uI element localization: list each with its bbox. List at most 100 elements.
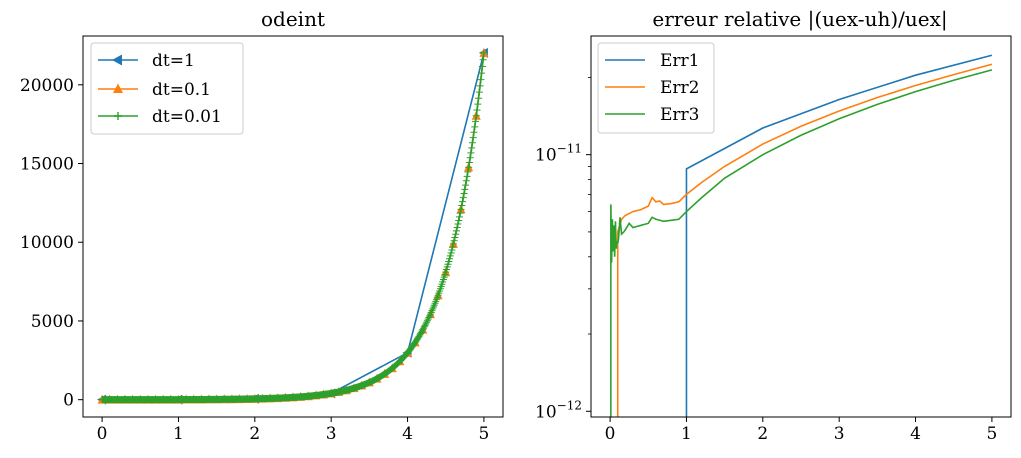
data-point [475,88,483,96]
data-point [457,205,465,213]
chart-erreur-relative: erreur relative |(uex-uh)/uex| 0 1 2 3 4 5 10−… [535,7,1012,444]
legend: dt=1 dt=0.1 dt=0.01 [90,42,244,135]
data-point [460,190,468,198]
data-point [473,106,481,114]
data-point [461,185,469,193]
data-point [477,76,485,84]
data-point [470,128,478,136]
data-point [462,181,470,189]
legend-marker [113,83,123,93]
data-point [422,320,430,328]
data-point [452,227,460,235]
x-tick-label: 4 [910,424,921,444]
x-tick-label: 2 [757,424,768,444]
data-point [449,243,457,251]
data-point [463,172,471,180]
x-tick-label: 3 [834,424,845,444]
legend-label: dt=0.01 [152,107,222,127]
data-point [423,317,431,325]
data-point [449,240,457,248]
data-point [476,82,484,90]
data-point [478,69,486,77]
axes-frame [590,35,1012,418]
legend-entry: Err1 [605,51,699,71]
data-point [471,123,479,131]
data-point [480,49,488,57]
legend-label: Err2 [660,78,699,98]
plot-area [610,54,993,417]
chart-odeint: odeint 0 1 2 3 4 5 0 5000 10000 15000 20000 dt=1 d… [20,7,504,444]
data-point [424,315,432,323]
data-point [426,312,434,320]
data-point [447,249,455,257]
axis-ticks: 0 1 2 3 4 5 10−12 10−11 [535,77,997,444]
x-tick-label: 3 [326,424,337,444]
data-point [453,223,461,231]
x-tick-label: 5 [986,424,997,444]
data-point [450,237,458,245]
data-point [465,159,473,167]
y-tick-label: 10000 [20,233,74,253]
legend-entry: Err2 [605,78,699,98]
data-point [462,177,470,185]
legend-entry: Err3 [605,105,699,125]
data-point [455,213,463,221]
data-point [446,252,454,260]
legend-label: Err3 [660,105,699,125]
data-point [421,321,429,329]
x-tick-label: 2 [249,424,260,444]
series-line [685,54,993,417]
y-tick-label: 20000 [20,76,74,96]
legend-marker [114,112,122,120]
data-point [468,144,476,152]
axis-ticks: 0 1 2 3 4 5 0 5000 10000 15000 20000 [20,76,489,444]
data-point [467,149,475,157]
data-point [446,255,454,263]
legend-label: dt=0.1 [152,80,211,100]
axes-frame [82,35,504,418]
y-tick-label: 15000 [20,155,74,175]
data-point [479,56,487,64]
legend-box [597,42,715,134]
data-point [474,100,482,108]
series-line [610,69,993,417]
data-point [472,112,480,120]
data-point [459,194,467,202]
data-point [420,323,428,331]
data-point [464,168,472,176]
data-point [420,324,428,332]
data-point [472,117,480,125]
legend-entry: dt=0.01 [98,107,222,127]
data-point [426,310,434,318]
legend-marker [112,54,122,66]
data-point [454,220,462,228]
data-point [466,154,474,162]
plot-area [97,47,489,405]
legend: Err1 Err2 Err3 [597,42,715,134]
legend-box [90,42,244,135]
data-point [448,246,456,254]
chart-title: erreur relative |(uex-uh)/uex| [652,7,947,32]
data-point [468,139,476,147]
x-tick-label: 0 [97,424,108,444]
legend-label: dt=1 [152,51,195,71]
data-point [423,318,431,326]
x-tick-label: 4 [402,424,413,444]
data-point [469,134,477,142]
x-tick-label: 1 [173,424,184,444]
data-point [456,209,464,217]
data-point [428,307,436,315]
data-point [459,198,467,206]
y-tick-label: 5000 [31,312,74,332]
legend-label: Err1 [660,51,699,71]
data-point [458,202,466,210]
data-point [478,62,486,70]
legend-entry: dt=0.1 [98,80,211,100]
x-tick-label: 5 [478,424,489,444]
x-tick-label: 0 [605,424,616,444]
x-tick-label: 1 [681,424,692,444]
data-point [427,308,435,316]
data-point [465,163,473,171]
data-point [419,326,427,334]
data-point [475,94,483,102]
